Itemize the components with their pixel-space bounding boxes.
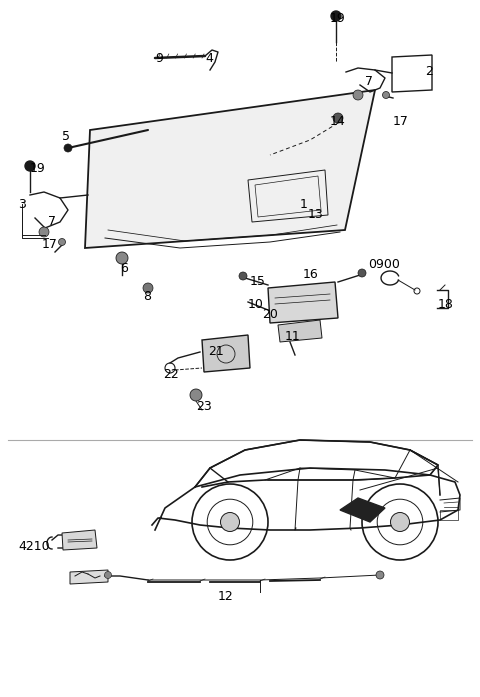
- Text: 10: 10: [248, 298, 264, 311]
- Text: 4210: 4210: [18, 540, 49, 553]
- Text: 4: 4: [205, 52, 213, 65]
- Text: 15: 15: [250, 275, 266, 288]
- Text: 11: 11: [285, 330, 301, 343]
- Circle shape: [25, 161, 35, 171]
- Text: 13: 13: [308, 208, 324, 221]
- Polygon shape: [85, 90, 375, 248]
- Text: 16: 16: [303, 268, 319, 281]
- Polygon shape: [278, 320, 322, 342]
- Circle shape: [143, 283, 153, 293]
- Circle shape: [116, 252, 128, 264]
- Text: 18: 18: [438, 298, 454, 311]
- Text: 2: 2: [425, 65, 433, 78]
- Polygon shape: [62, 530, 97, 550]
- Circle shape: [391, 512, 409, 532]
- Circle shape: [383, 91, 389, 98]
- Text: 5: 5: [62, 130, 70, 143]
- Circle shape: [353, 90, 363, 100]
- Text: 17: 17: [393, 115, 409, 128]
- Polygon shape: [340, 498, 385, 522]
- Circle shape: [358, 269, 366, 277]
- Text: 19: 19: [330, 12, 346, 25]
- Text: 23: 23: [196, 400, 212, 413]
- Text: 14: 14: [330, 115, 346, 128]
- Text: 20: 20: [262, 308, 278, 321]
- Circle shape: [376, 571, 384, 579]
- Text: 3: 3: [18, 198, 26, 211]
- Text: 7: 7: [365, 75, 373, 88]
- Circle shape: [64, 144, 72, 152]
- Text: 1: 1: [300, 198, 308, 211]
- Text: 21: 21: [208, 345, 224, 358]
- Polygon shape: [70, 570, 108, 584]
- Text: 12: 12: [218, 590, 234, 603]
- Circle shape: [333, 113, 343, 123]
- Text: 22: 22: [163, 368, 179, 381]
- Text: 17: 17: [42, 238, 58, 251]
- Text: 9: 9: [155, 52, 163, 65]
- Text: 19: 19: [30, 162, 46, 175]
- Polygon shape: [202, 335, 250, 372]
- Circle shape: [59, 238, 65, 245]
- Circle shape: [39, 227, 49, 237]
- Circle shape: [190, 389, 202, 401]
- Circle shape: [239, 272, 247, 280]
- Circle shape: [220, 512, 240, 532]
- Circle shape: [105, 572, 111, 579]
- Text: 0900: 0900: [368, 258, 400, 271]
- Text: 6: 6: [120, 262, 128, 275]
- Circle shape: [331, 11, 341, 21]
- Polygon shape: [268, 282, 338, 323]
- Text: 7: 7: [48, 215, 56, 228]
- Text: 8: 8: [143, 290, 151, 303]
